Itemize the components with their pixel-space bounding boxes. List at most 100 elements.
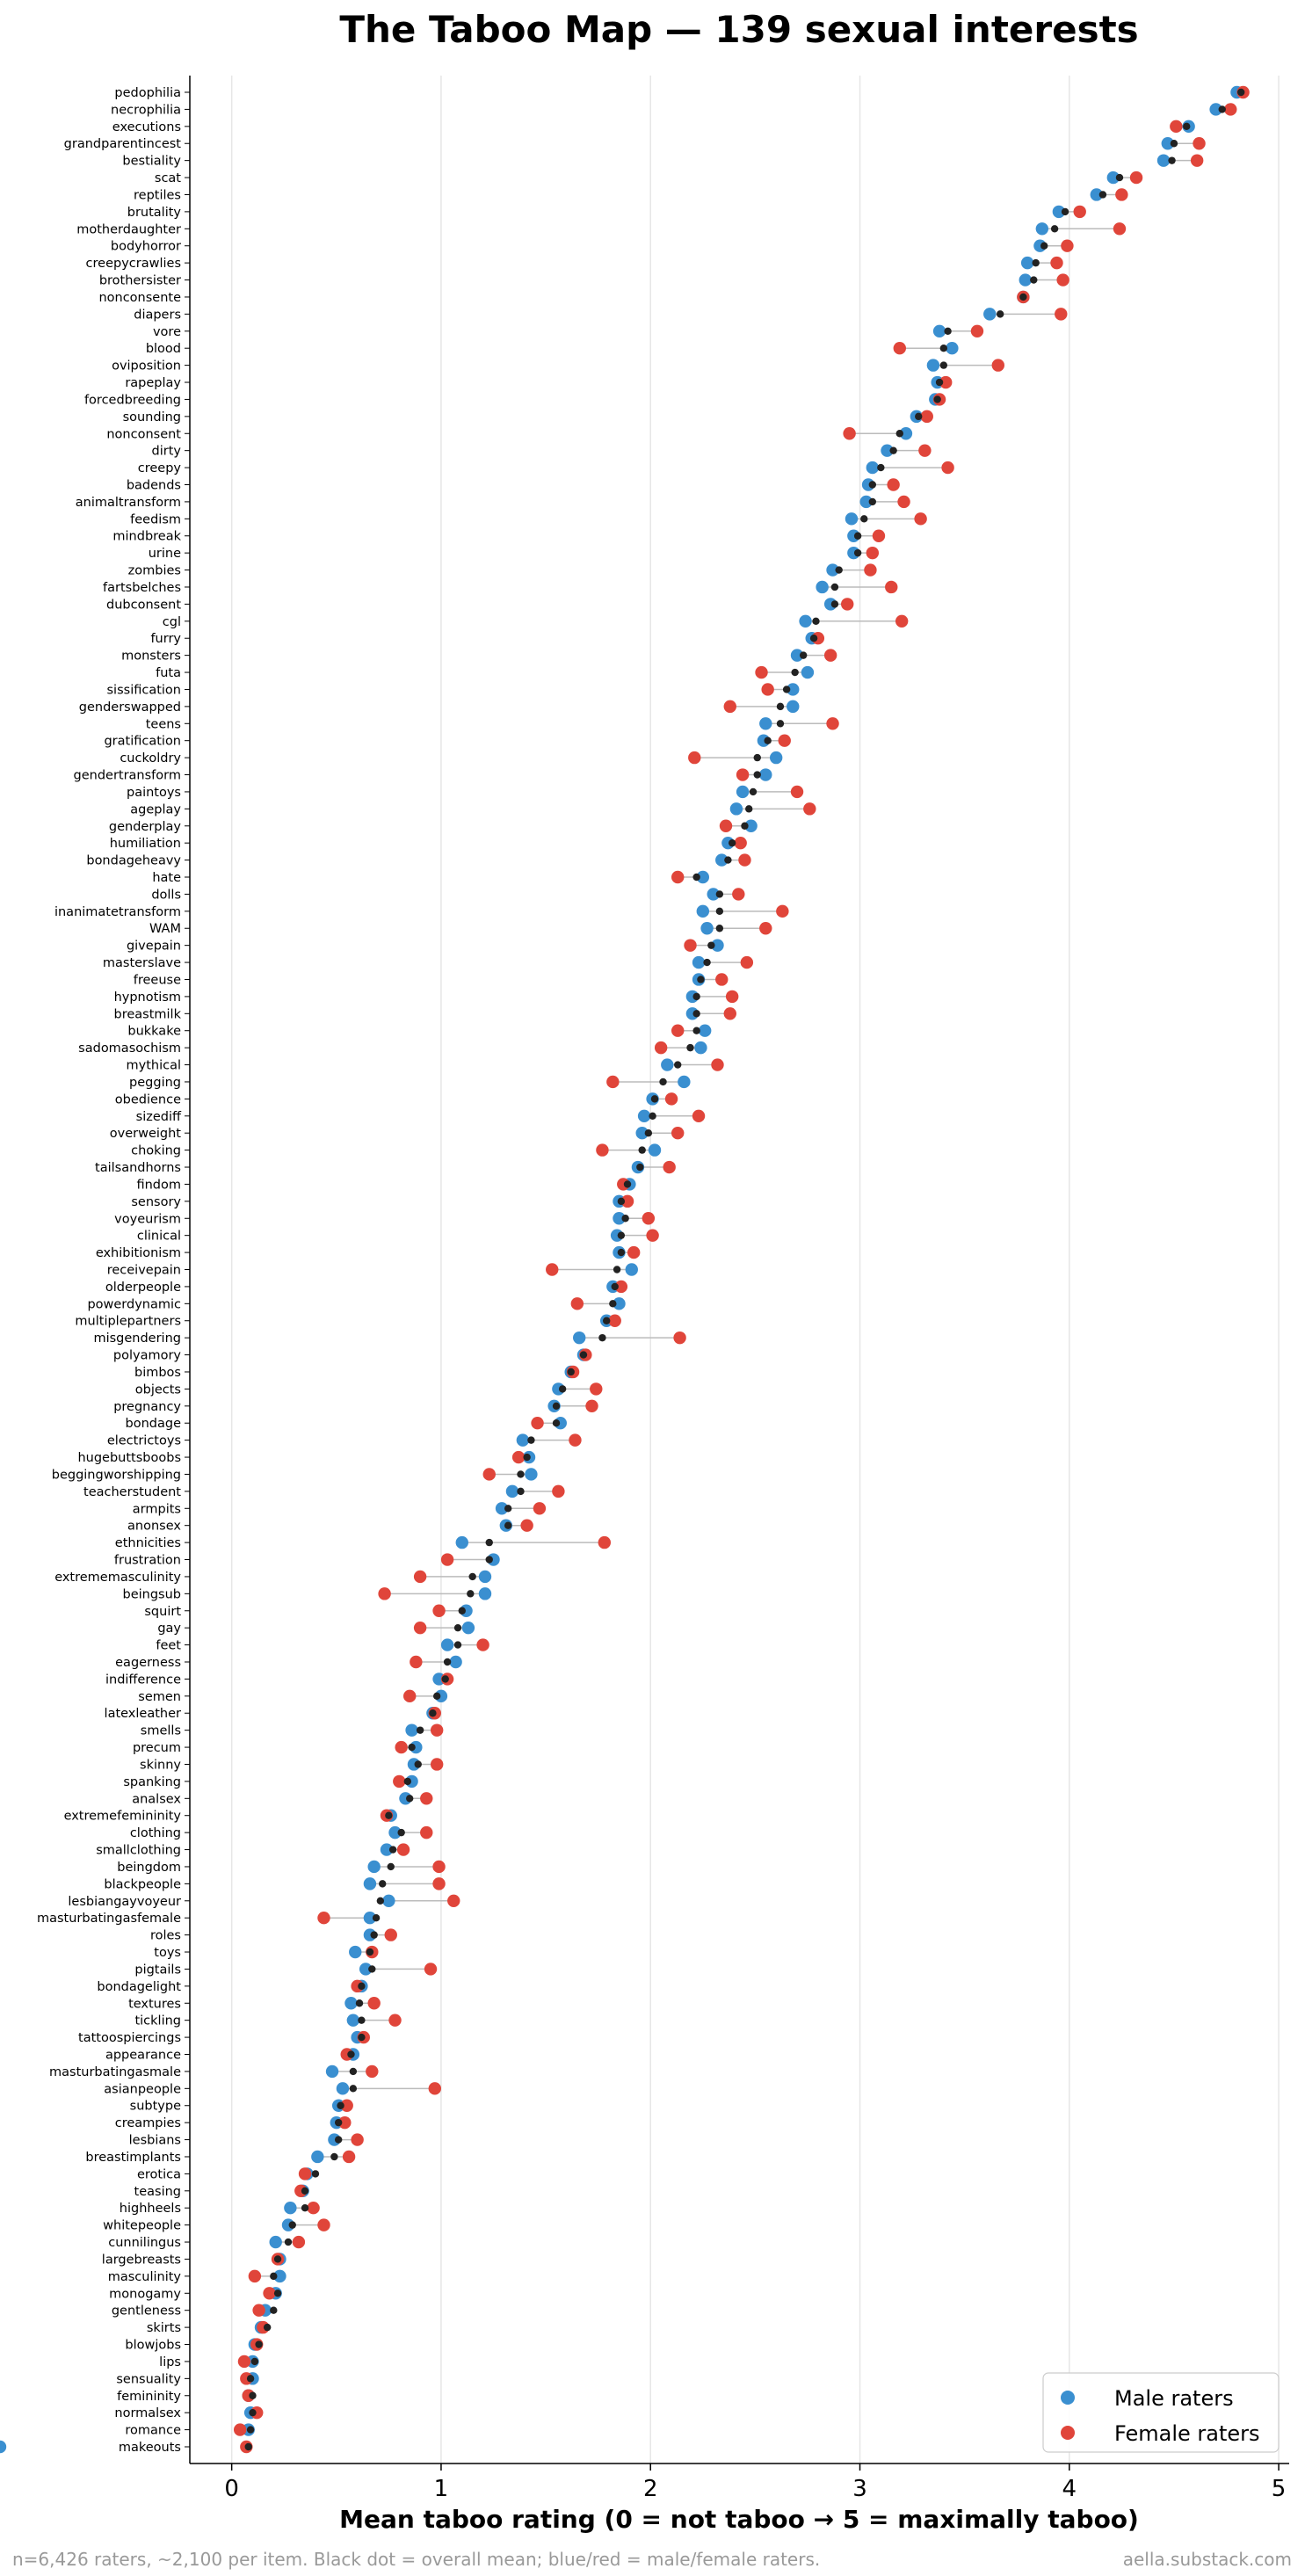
overall-point-hugebuttsboobs [523,1453,531,1462]
y-tick-label-romance: romance [125,2424,181,2438]
female-point-fartsbelches [885,580,898,594]
y-tick-label-bondage: bondage [126,1417,182,1431]
y-tick-label-olderpeople: olderpeople [105,1281,181,1295]
female-point-scat [1129,171,1143,185]
female-point-lips [237,2355,251,2369]
female-point-electrictoys [569,1433,582,1447]
y-tick-label-powerdynamic: powerdynamic [87,1297,181,1311]
male-point-toys [349,1945,362,1959]
male-point-cunnilingus [269,2235,282,2249]
y-tick-label-largebreasts: largebreasts [102,2253,181,2267]
male-point-paintoys [736,785,750,799]
overall-point-bodyhorror [1040,242,1048,250]
female-point-asianpeople [428,2082,441,2095]
axes [189,76,1289,2464]
female-point-breastmilk [723,1007,736,1020]
female-point-eagerness [410,1655,423,1669]
overall-point-rapeplay [935,378,944,387]
male-point-ageplay [729,802,743,816]
y-tick-label-bestiality: bestiality [122,155,181,169]
male-point-breastimplants [311,2150,324,2164]
y-tick-label-appearance: appearance [105,2049,181,2063]
overall-point-semen [432,1692,441,1701]
y-tick-label-pregnancy: pregnancy [113,1400,181,1414]
female-point-teacherstudent [552,1484,565,1498]
female-point-smallclothing [396,1843,410,1856]
overall-point-breastimplants [330,2152,338,2161]
y-tick-label-pigtails: pigtails [134,1963,181,1977]
overall-point-femininity [249,2391,257,2399]
male-point-animaltransform [859,495,873,509]
overall-point-receivepain [613,1266,621,1273]
female-point-smells [430,1723,444,1737]
male-point-genderplay [744,819,758,832]
female-point-zombies [864,563,877,577]
overall-point-skirts [263,2323,272,2332]
male-point-teacherstudent [505,1484,519,1498]
y-tick-label-tattoospiercings: tattoospiercings [78,2031,181,2045]
overall-point-brothersister [1030,276,1038,284]
overall-point-roles [370,1931,378,1939]
y-tick-label-overweight: overweight [110,1127,182,1141]
y-tick-label-masturbatingasmale: masturbatingasmale [49,2065,181,2079]
overall-point-frustration [485,1556,493,1564]
overall-point-ageplay [745,805,753,813]
female-point-futa [755,665,768,679]
male-point-bukkake [698,1024,712,1037]
male-point-necrophilia [1209,103,1222,116]
male-point-armpits [495,1502,509,1515]
male-point-bondageheavy [715,853,729,867]
female-point-powerdynamic [570,1297,584,1310]
male-point-makeouts [0,2440,7,2454]
overall-point-multiplepartners [602,1317,611,1324]
y-tick-label-futa: futa [156,666,181,680]
overall-point-normalsex [249,2408,257,2417]
overall-point-masturbatingasfemale [372,1913,381,1922]
male-point-electrictoys [516,1433,530,1447]
y-tick-label-analsex: analsex [132,1792,181,1806]
y-tick-label-dubconsent: dubconsent [106,598,181,612]
overall-point-oviposition [939,361,948,369]
y-tick-label-teasing: teasing [134,2185,181,2199]
male-point-masterslave [692,955,706,969]
male-point-beingsub [478,1587,492,1600]
overall-point-tickling [358,2016,366,2024]
y-tick-label-sensory: sensory [131,1195,181,1209]
female-point-roles [384,1928,397,1941]
overall-point-pigtails [368,1965,376,1973]
overall-point-blood [939,344,948,352]
overall-point-cgl [812,617,820,626]
y-tick-label-hypnotism: hypnotism [114,990,181,1005]
y-tick-label-zombies: zombies [128,564,181,578]
overall-point-powerdynamic [609,1300,617,1308]
female-point-pegging [606,1075,620,1089]
female-point-creepycrawlies [1050,256,1063,270]
overall-point-blowjobs [255,2340,263,2348]
female-point-mythical [711,1058,724,1071]
y-tick-label-electrictoys: electrictoys [107,1434,181,1448]
male-point-oviposition [926,359,940,372]
female-point-hypnotism [725,990,739,1004]
overall-point-breastmilk [692,1010,700,1018]
female-point-olderpeople [614,1280,628,1294]
overall-point-givepain [707,941,715,949]
male-point-ethnicities [455,1535,468,1549]
overall-point-gendertransform [753,771,761,779]
legend-female-marker [1061,2426,1075,2440]
overall-point-freeuse [697,976,705,983]
y-tick-label-necrophilia: necrophilia [111,103,181,117]
y-tick-label-cunnilingus: cunnilingus [108,2236,181,2250]
y-tick-label-eagerness: eagerness [115,1656,181,1670]
y-tick-label-freeuse: freeuse [134,973,181,987]
y-tick-label-extrememasculinity: extrememasculinity [54,1571,181,1585]
overall-point-masculinity [270,2272,278,2281]
overall-point-eagerness [443,1658,452,1666]
female-point-sissification [761,683,774,696]
y-tick-label-misgendering: misgendering [93,1332,181,1346]
female-point-ageplay [803,802,816,816]
y-tick-label-vore: vore [153,325,181,339]
male-point-scat [1106,171,1120,185]
overall-point-extremefemininity [385,1811,393,1819]
overall-point-fartsbelches [830,583,839,591]
